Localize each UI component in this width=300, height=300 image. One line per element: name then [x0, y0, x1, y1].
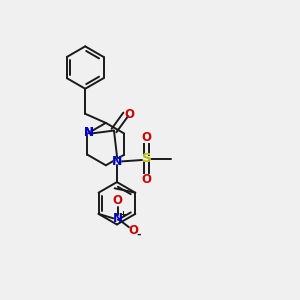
- Text: N: N: [84, 125, 94, 139]
- Text: O: O: [113, 194, 123, 207]
- Text: S: S: [142, 152, 151, 165]
- Text: +: +: [119, 210, 127, 219]
- Text: S: S: [142, 152, 151, 165]
- Text: N: N: [112, 155, 122, 168]
- Text: O: O: [141, 131, 152, 144]
- Text: N: N: [112, 155, 122, 168]
- Text: N: N: [84, 125, 94, 139]
- Text: O: O: [128, 224, 138, 237]
- Text: O: O: [124, 108, 134, 121]
- Text: N: N: [84, 125, 94, 139]
- Text: N: N: [113, 212, 123, 225]
- Text: -: -: [136, 230, 141, 240]
- Text: O: O: [141, 172, 152, 186]
